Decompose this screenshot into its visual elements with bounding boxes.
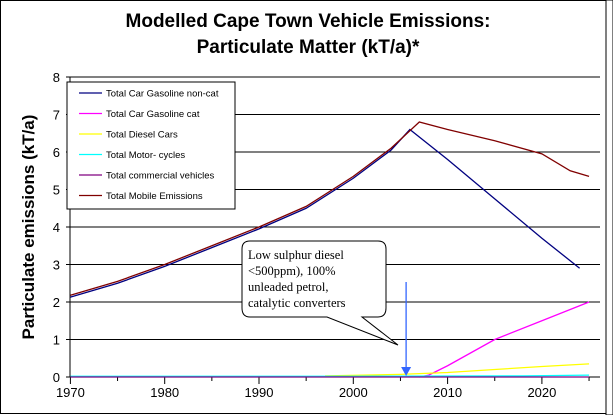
series-line-total-motor-cycles xyxy=(70,374,590,377)
callout: Low sulphur diesel <500ppm), 100% unlead… xyxy=(241,240,399,346)
y-tick-label: 2 xyxy=(53,295,60,310)
series-line-total-car-gasoline-cat xyxy=(419,301,590,378)
right-edge xyxy=(605,0,613,415)
legend-label: Total Mobile Emissions xyxy=(106,191,203,202)
callout-line: Low sulphur diesel xyxy=(248,248,344,262)
x-tick-label: 1970 xyxy=(56,385,85,400)
y-tick-label: 5 xyxy=(53,183,60,198)
y-axis-label: Particulate emissions (kT/a) xyxy=(19,115,38,340)
legend: Total Car Gasoline non-cat Total Car Gaso… xyxy=(66,81,236,210)
y-tick-label: 4 xyxy=(53,220,60,235)
legend-label: Total Diesel Cars xyxy=(106,130,178,141)
x-tick-label: 2010 xyxy=(433,385,462,400)
legend-label: Total Motor- cycles xyxy=(106,150,185,161)
x-tick-label: 1990 xyxy=(245,385,274,400)
legend-label: Total Car Gasoline cat xyxy=(106,109,200,120)
chart-subtitle: Particulate Matter (kT/a)* xyxy=(197,37,420,58)
series-line-total-car-gasoline-non-cat xyxy=(70,128,581,298)
y-tick-label: 7 xyxy=(53,108,60,123)
callout-bubble xyxy=(241,240,399,346)
y-tick-label: 1 xyxy=(53,333,60,348)
y-tick-label: 0 xyxy=(53,370,60,385)
callout-line: <500ppm), 100% xyxy=(248,264,336,278)
legend-label: Total Car Gasoline non-cat xyxy=(106,89,219,100)
y-tick-label: 8 xyxy=(53,70,60,85)
series-line-total-mobile-emissions xyxy=(70,121,590,296)
x-tick-label: 2020 xyxy=(527,385,556,400)
callout-line: catalytic converters xyxy=(248,296,346,310)
chart-title: Modelled Cape Town Vehicle Emissions: xyxy=(126,11,491,32)
x-tick-label: 2000 xyxy=(339,385,368,400)
legend-label: Total commercial vehicles xyxy=(106,171,214,182)
arrow-head-icon xyxy=(401,367,412,376)
x-tick-label: 1980 xyxy=(150,385,179,400)
series-line-total-diesel-cars xyxy=(324,363,590,377)
y-tick-label: 3 xyxy=(53,258,60,273)
y-tick-label: 6 xyxy=(53,145,60,160)
callout-line: unleaded petrol, xyxy=(248,280,329,294)
